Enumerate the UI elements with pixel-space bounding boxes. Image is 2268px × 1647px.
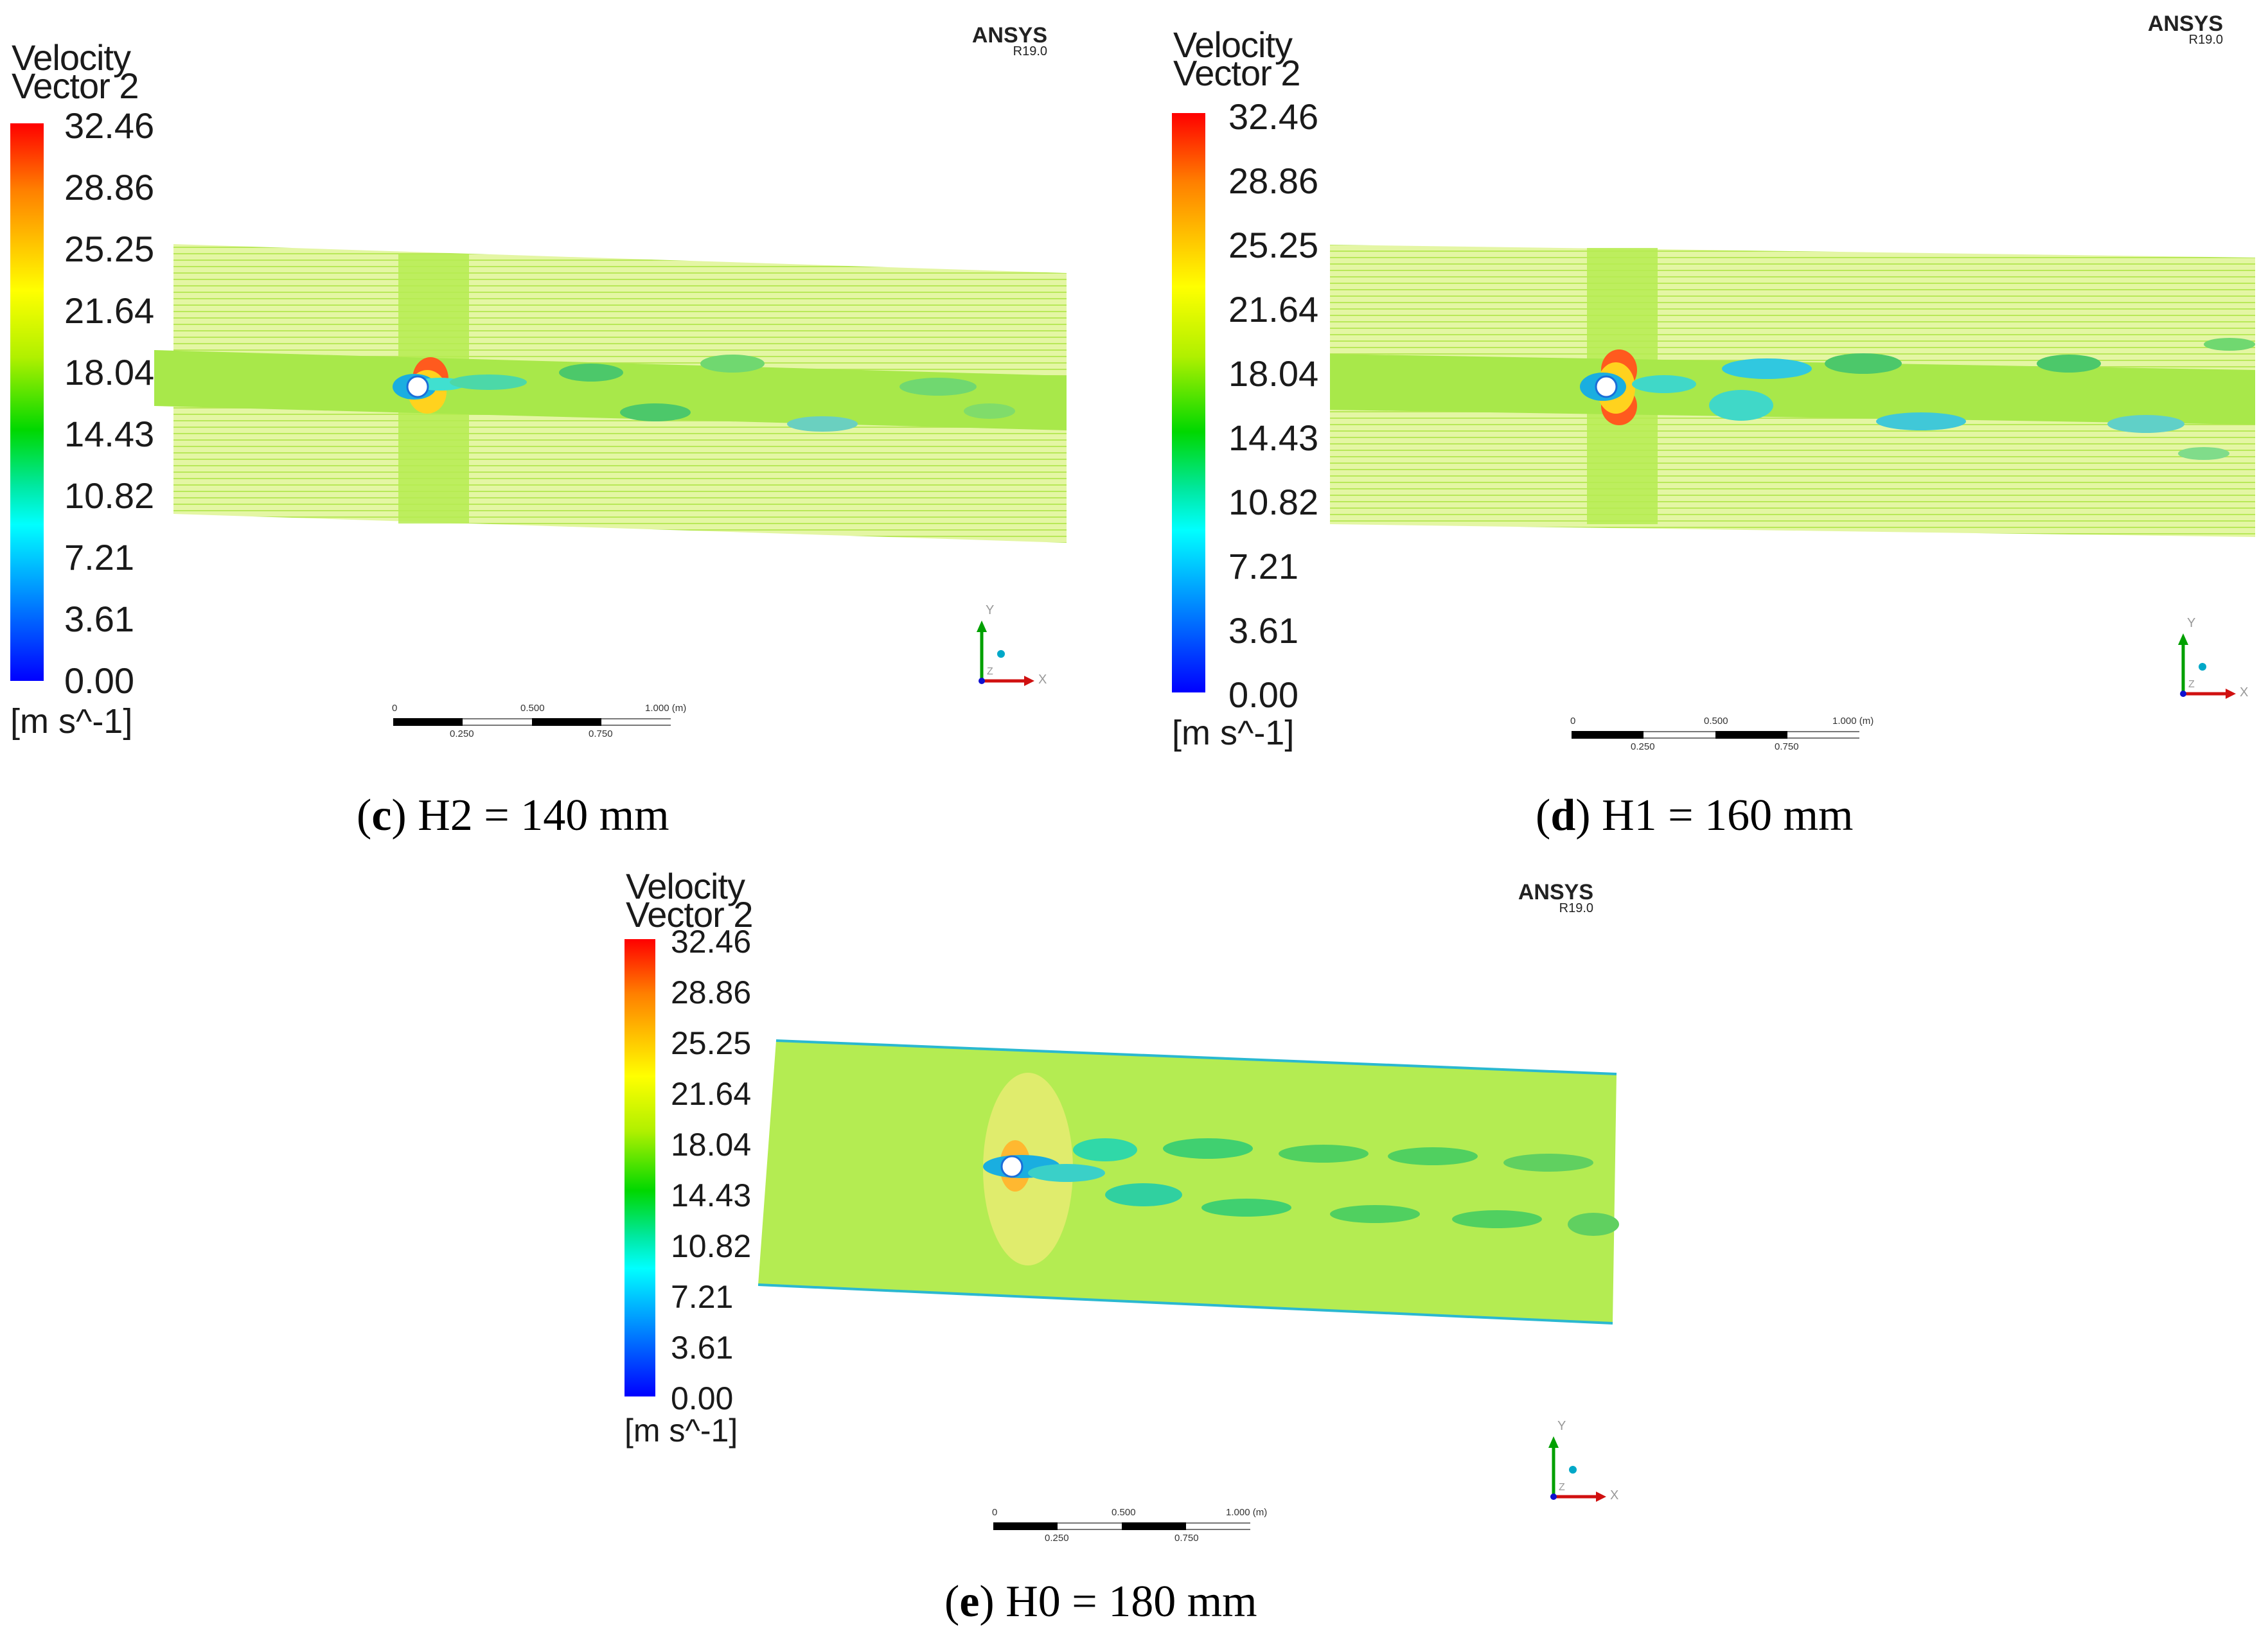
axis-y-label: Y <box>986 603 994 617</box>
axis-triad: Y X Z <box>2178 616 2248 700</box>
legend-tick: 32.46 <box>1228 96 1319 137</box>
ansys-logo: ANSYS R19.0 <box>971 23 1047 58</box>
legend-tick: 3.61 <box>64 599 134 639</box>
legend-tick: 3.61 <box>1228 610 1298 651</box>
axis-triad: Y X Z <box>977 603 1047 687</box>
panel-d: Velocity Vector 2 32.46 28.86 25.25 21.6… <box>1150 0 2268 854</box>
panel-e: Velocity Vector 2 32.46 28.86 25.25 21.6… <box>617 854 1658 1647</box>
scale-bar: 0 0.500 1.000 (m) 0.250 0.750 <box>392 703 687 739</box>
color-bar <box>10 123 44 681</box>
legend-tick: 10.82 <box>1228 482 1319 522</box>
axis-z-label: Z <box>987 666 993 677</box>
legend-tick: 28.86 <box>64 167 155 207</box>
legend-tick: 21.64 <box>1228 289 1319 330</box>
color-bar <box>625 939 655 1396</box>
axis-x-label: X <box>2240 685 2248 700</box>
color-bar <box>1172 113 1205 692</box>
caption-e: (e) H0 = 180 mm <box>944 1577 1257 1626</box>
flow-field <box>757 1039 1619 1325</box>
legend-tick: 21.64 <box>671 1076 752 1112</box>
caption-c: (c) H2 = 140 mm <box>357 791 669 840</box>
caption-d: (d) H1 = 160 mm <box>1536 791 1854 840</box>
legend-tick: 32.46 <box>64 105 155 146</box>
flow-field <box>1330 245 2255 537</box>
legend-tick: 7.21 <box>64 537 134 577</box>
legend-tick: 10.82 <box>671 1228 752 1264</box>
axis-triad: Y X Z <box>1548 1419 1618 1502</box>
ansys-logo: ANSYS R19.0 <box>1518 880 1593 915</box>
legend-tick: 10.82 <box>64 475 155 516</box>
legend-tick: 28.86 <box>671 974 752 1010</box>
legend-unit: [m s^-1] <box>1172 714 1295 752</box>
ansys-logo: ANSYS R19.0 <box>2147 12 2223 47</box>
legend-tick: 0.00 <box>64 660 134 701</box>
legend-title: Velocity Vector 2 <box>1173 24 1300 93</box>
legend-tick: 25.25 <box>64 229 155 269</box>
legend-tick: 7.21 <box>671 1279 734 1315</box>
legend-tick: 18.04 <box>64 352 155 392</box>
legend-title: Velocity Vector 2 <box>12 37 139 106</box>
axis-z-label: Z <box>2188 679 2195 690</box>
legend-tick: 18.04 <box>1228 353 1319 394</box>
legend-tick: 21.64 <box>64 290 155 331</box>
panel-c: Velocity Vector 2 32.46 28.86 25.25 21.6… <box>0 0 1131 854</box>
axis-y-label: Y <box>1557 1419 1566 1433</box>
axis-x-label: X <box>1610 1488 1618 1502</box>
legend-tick: 14.43 <box>64 414 155 454</box>
legend-tick: 14.43 <box>671 1177 752 1213</box>
legend-tick: 0.00 <box>671 1380 734 1416</box>
legend-unit: [m s^-1] <box>10 702 133 741</box>
axis-z-label: Z <box>1559 1482 1565 1493</box>
legend-title: Velocity Vector 2 <box>626 866 753 935</box>
legend-tick: 25.25 <box>671 1025 752 1061</box>
scale-bar: 0 0.500 1.000 (m) 0.250 0.750 <box>1570 716 1874 752</box>
legend-tick: 14.43 <box>1228 418 1319 458</box>
scale-bar: 0 0.500 1.000 (m) 0.250 0.750 <box>992 1507 1268 1544</box>
flow-field <box>154 244 1067 543</box>
legend-tick: 32.46 <box>671 924 752 960</box>
legend-tick: 3.61 <box>671 1330 734 1366</box>
axis-y-label: Y <box>2187 616 2195 630</box>
axis-x-label: X <box>1038 673 1047 687</box>
legend-tick: 25.25 <box>1228 225 1319 265</box>
legend-tick: 18.04 <box>671 1127 752 1163</box>
legend-tick: 28.86 <box>1228 161 1319 201</box>
legend-tick: 7.21 <box>1228 546 1298 586</box>
legend-unit: [m s^-1] <box>625 1413 738 1449</box>
legend-tick: 0.00 <box>1228 674 1298 715</box>
